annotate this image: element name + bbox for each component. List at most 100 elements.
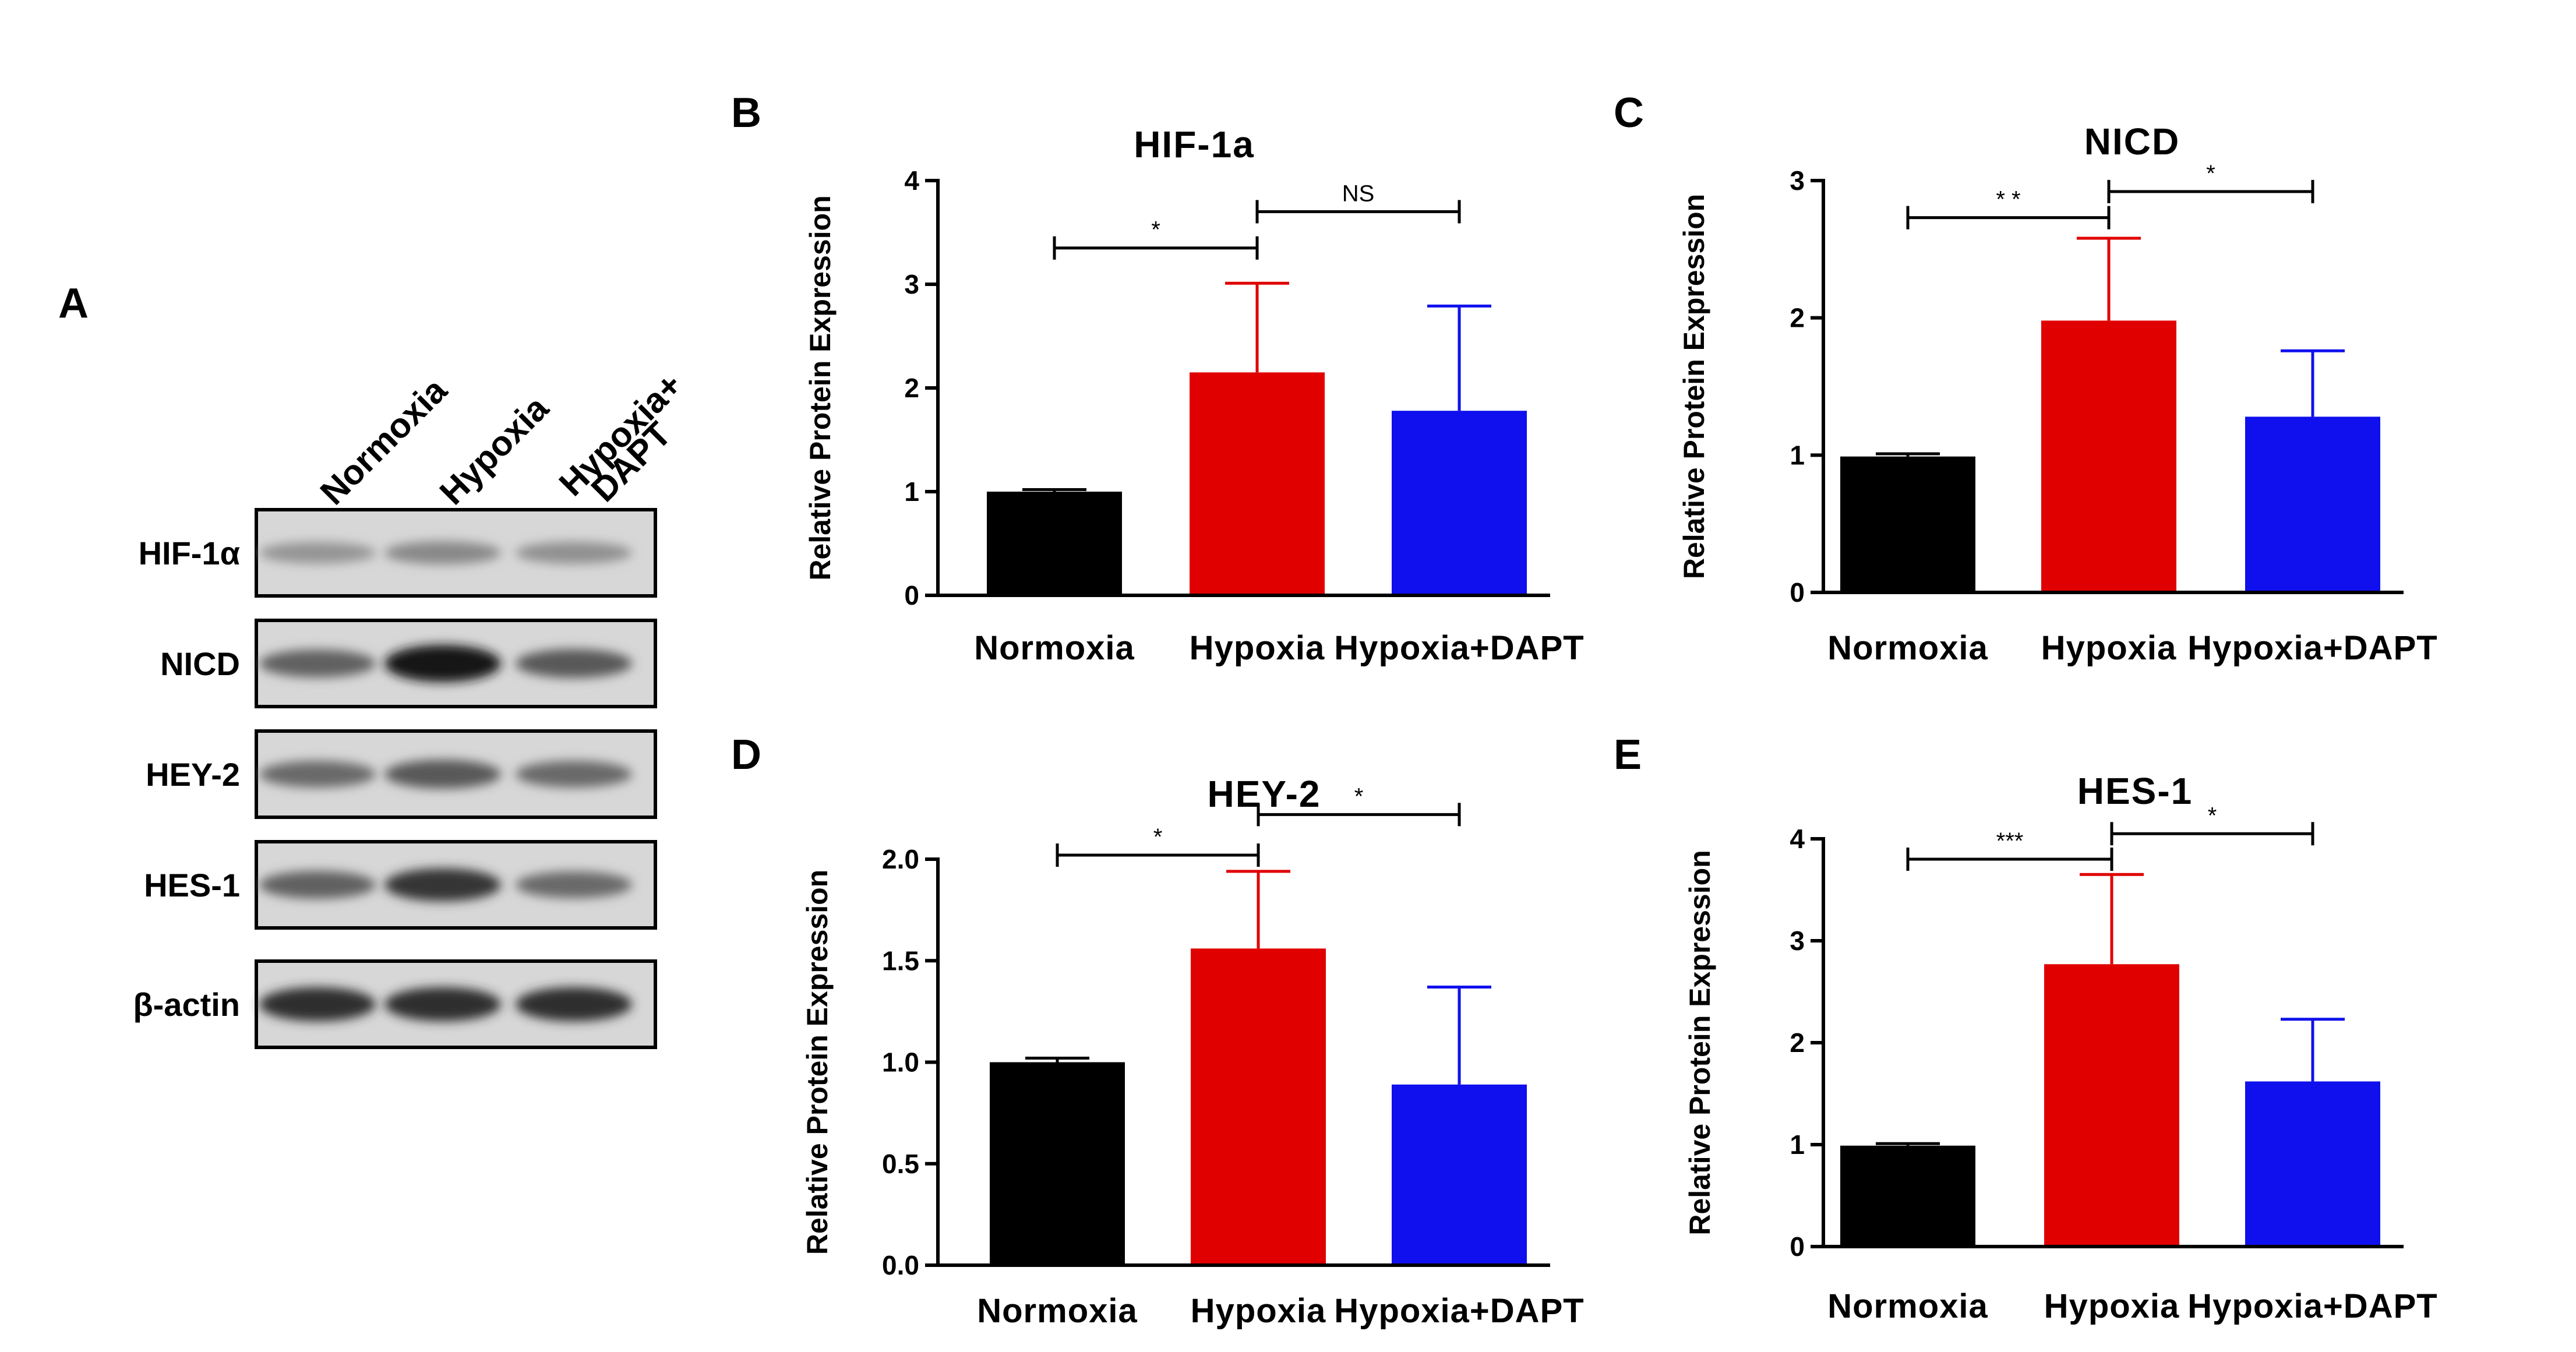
bar-hypoxia-dapt [2245, 416, 2380, 592]
y-tick-label: 1 [1790, 1129, 1805, 1160]
y-tick-label: 2.0 [882, 844, 919, 874]
panel-label-e: E [1614, 732, 1642, 778]
blot-band-lane-3 [516, 987, 632, 1022]
x-tick-label: Normoxia [1827, 1287, 1988, 1325]
blot-row-actin: β-actin [133, 959, 657, 1049]
significance-label: * [2208, 803, 2217, 828]
x-tick-label: Hypoxia [2044, 1287, 2180, 1325]
significance-bracket: * [2110, 803, 2314, 846]
significance-bracket: NS [1255, 181, 1461, 224]
blot-row-hif-1: HIF-1α [139, 508, 657, 598]
significance-bracket: * [1257, 783, 1461, 827]
x-tick-label: Hypoxia [2041, 629, 2177, 667]
panel-label-a: A [58, 280, 89, 327]
bar-normoxia [1840, 456, 1975, 592]
y-axis-label: Relative Protein Expression [804, 195, 837, 580]
chart-hif-1a: B HIF-1a Relative Protein Expression Normo… [731, 90, 1584, 667]
y-tick-label: 1.5 [882, 945, 919, 976]
y-tick-label: 4 [1790, 824, 1805, 854]
blot-row-label: HIF-1α [139, 535, 240, 571]
panel-label-c: C [1614, 90, 1644, 136]
y-axis-label: Relative Protein Expression [801, 870, 834, 1255]
blot-row-label: β-actin [133, 986, 240, 1023]
y-axis-label: Relative Protein Expression [1684, 850, 1716, 1235]
x-tick-label: Hypoxia [1190, 629, 1325, 667]
x-tick-label: Normoxia [974, 629, 1135, 667]
y-tick-label: 4 [904, 165, 919, 196]
bar-hypoxia-dapt [2245, 1081, 2380, 1247]
y-tick-label: 3 [904, 269, 919, 299]
blot-row-label: HES-1 [144, 867, 240, 903]
chart-title: HES-1 [2077, 770, 2193, 812]
y-tick-label: 1 [1790, 440, 1805, 470]
bar-hypoxia [2044, 964, 2179, 1247]
y-tick-label: 2 [1790, 1028, 1805, 1058]
y-tick-label: 2 [1790, 303, 1805, 333]
x-tick-label: Normoxia [1827, 629, 1988, 667]
significance-label: * [1151, 217, 1160, 243]
lane-label-normoxia: Normoxia [313, 370, 455, 513]
blot-band-lane-1 [259, 987, 376, 1022]
chart-hes-1: E HES-1 Relative Protein Expression Normox… [1614, 732, 2437, 1325]
significance-label: NS [1342, 181, 1375, 206]
blot-rows: HIF-1α NICD HEY-2 HES-1 β-actin [133, 508, 657, 1049]
blot-panel: A Normoxia Hypoxia Hypoxia+ DAPT HIF-1αN… [58, 280, 690, 1049]
bar-hypoxia [1191, 948, 1326, 1265]
y-tick-label: 3 [1790, 926, 1805, 956]
bar-normoxia [987, 492, 1122, 595]
chart-hey-2: D HEY-2 Relative Protein Expression Normox… [731, 732, 1584, 1330]
chart-title: NICD [2084, 121, 2180, 163]
bar-hypoxia-dapt [1392, 1084, 1527, 1265]
y-tick-label: 0 [904, 580, 919, 610]
y-tick-label: 0.0 [882, 1250, 919, 1280]
bar-hypoxia-dapt [1392, 411, 1527, 595]
chart-nicd: C NICD Relative Protein Expression Normoxi… [1614, 90, 2437, 667]
y-tick-label: 2 [904, 373, 919, 403]
bar-normoxia [990, 1062, 1125, 1265]
blot-band-lane-3 [516, 649, 632, 678]
x-tick-label: Hypoxia [1191, 1292, 1326, 1330]
blot-band-lane-2 [384, 541, 501, 564]
blot-row-hes-1: HES-1 [144, 840, 657, 930]
significance-bracket: *** [1906, 828, 2113, 871]
x-tick-label: Normoxia [977, 1292, 1138, 1330]
significance-bracket: * [2107, 161, 2314, 203]
blot-band-lane-3 [516, 761, 632, 788]
blot-band-lane-2 [384, 760, 501, 789]
x-tick-label: Hypoxia+DAPT [1334, 1292, 1584, 1330]
blot-row-hey-2: HEY-2 [146, 729, 657, 819]
bar-normoxia [1840, 1145, 1975, 1247]
significance-label: * * [1996, 187, 2020, 213]
y-tick-label: 1 [904, 476, 919, 507]
y-tick-label: 0 [1790, 1231, 1805, 1262]
blot-band-lane-1 [259, 649, 376, 677]
blot-band-lane-2 [384, 645, 501, 682]
blot-row-label: NICD [160, 645, 240, 682]
blot-band-lane-2 [384, 987, 501, 1022]
blot-band-lane-3 [516, 542, 632, 564]
panel-label-d: D [731, 732, 761, 778]
blot-row-label: HEY-2 [146, 756, 240, 793]
blot-band-lane-3 [516, 871, 632, 898]
significance-bracket: * * [1906, 187, 2111, 230]
significance-bracket: * [1056, 824, 1260, 867]
y-tick-label: 1.0 [882, 1047, 919, 1078]
y-tick-label: 0.5 [882, 1149, 919, 1179]
significance-label: * [1354, 783, 1364, 809]
y-tick-label: 3 [1790, 165, 1805, 196]
x-tick-label: Hypoxia+DAPT [1334, 629, 1584, 667]
chart-title: HEY-2 [1208, 773, 1321, 815]
x-tick-label: Hypoxia+DAPT [2187, 1287, 2437, 1325]
significance-label: * [2206, 161, 2215, 186]
x-tick-label: Hypoxia+DAPT [2187, 629, 2437, 667]
y-tick-label: 0 [1790, 577, 1805, 608]
lane-label-hypoxia: Hypoxia [432, 388, 556, 512]
blot-band-lane-1 [259, 542, 376, 564]
panel-label-b: B [731, 90, 761, 136]
bar-hypoxia [2041, 320, 2176, 592]
y-axis-label: Relative Protein Expression [1678, 194, 1710, 579]
blot-band-lane-1 [259, 761, 376, 788]
significance-bracket: * [1053, 217, 1259, 260]
blot-band-lane-2 [384, 868, 501, 902]
